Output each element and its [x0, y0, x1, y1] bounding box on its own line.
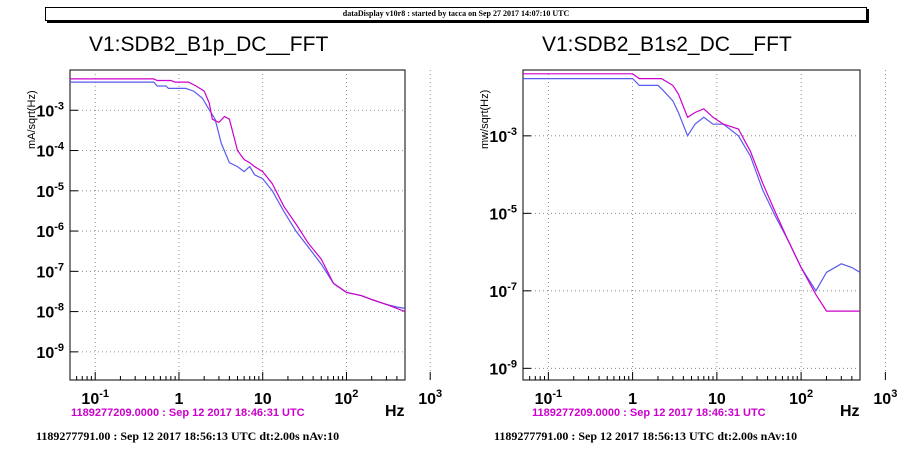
x-tick-label: 10	[254, 391, 272, 408]
x-tick-label: 1	[175, 391, 184, 408]
y-tick-label: 10-9	[36, 342, 64, 362]
y-tick-label: 10-7	[489, 281, 517, 301]
left-footer: 1189277791.00 : Sep 12 2017 18:56:13 UTC…	[36, 429, 340, 443]
left-subtitle: 1189277209.0000 : Sep 12 2017 18:46:31 U…	[71, 407, 305, 419]
window-header: dataDisplay v10r8 : started by tacca on …	[45, 7, 867, 21]
x-tick-label: 103	[418, 388, 442, 408]
header-text: dataDisplay v10r8 : started by tacca on …	[342, 9, 570, 18]
x-tick-label: 102	[335, 388, 359, 408]
y-tick-label: 10-3	[489, 126, 517, 146]
right-subtitle: 1189277209.0000 : Sep 12 2017 18:46:31 U…	[532, 407, 766, 419]
y-tick-label: 10-3	[36, 100, 64, 120]
series-line-current	[523, 73, 860, 312]
x-tick-label: 10	[708, 391, 726, 408]
right-plot-frame	[522, 69, 861, 381]
x-tick-label: 102	[789, 388, 813, 408]
y-tick-label: 10-5	[36, 181, 64, 201]
x-tick-label: 1	[628, 391, 637, 408]
x-axis-unit-label: Hz	[385, 403, 405, 420]
x-axis-unit-label: Hz	[840, 403, 860, 420]
y-tick-label: 10-5	[489, 203, 517, 223]
x-tick-label: 10-1	[535, 388, 563, 408]
right-footer: 1189277791.00 : Sep 12 2017 18:56:13 UTC…	[494, 429, 798, 443]
series-line-current	[70, 78, 406, 313]
right-chart-title: V1:SDB2_B1s2_DC__FFT	[542, 33, 792, 56]
y-tick-label: 10-6	[36, 221, 64, 241]
x-tick-label: 10-1	[81, 388, 109, 408]
left-plot-frame	[69, 69, 406, 381]
y-tick-label: 10-4	[36, 141, 64, 161]
y-tick-label: 10-8	[36, 302, 64, 322]
x-tick-label: 103	[873, 388, 897, 408]
y-tick-label: 10-7	[36, 261, 64, 281]
left-chart-title: V1:SDB2_B1p_DC__FFT	[89, 33, 329, 56]
y-tick-label: 10-9	[489, 358, 517, 378]
